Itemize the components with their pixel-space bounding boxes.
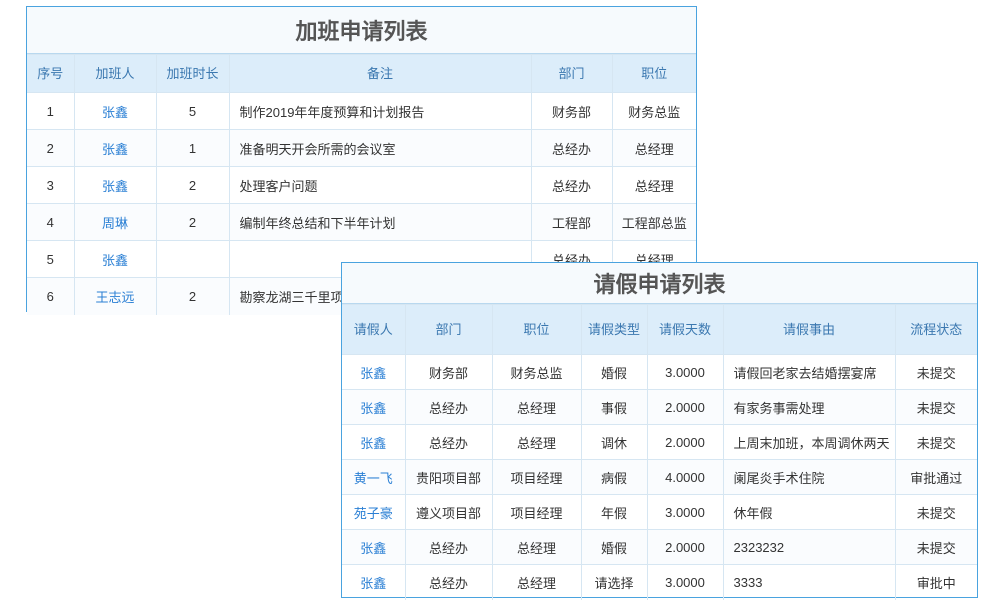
cell: 3.0000 xyxy=(646,354,724,390)
cell: 3.0000 xyxy=(646,494,724,530)
cell: 5 xyxy=(155,92,230,130)
cell: 财务总监 xyxy=(491,354,582,390)
person-link[interactable]: 张鑫 xyxy=(73,166,157,204)
cell: 3.0000 xyxy=(646,564,724,600)
person-link[interactable]: 周琳 xyxy=(73,203,157,241)
person-link[interactable]: 苑子豪 xyxy=(342,494,406,530)
cell: 总经理 xyxy=(491,564,582,600)
cell: 3 xyxy=(27,166,75,204)
cell: 准备明天开会所需的会议室 xyxy=(228,129,532,167)
column-header: 请假事由 xyxy=(722,304,896,355)
cell: 遵义项目部 xyxy=(404,494,493,530)
cell: 4.0000 xyxy=(646,459,724,495)
cell: 总经理 xyxy=(491,424,582,460)
cell: 总经办 xyxy=(404,389,493,425)
cell: 总经办 xyxy=(530,129,613,167)
cell: 编制年终总结和下半年计划 xyxy=(228,203,532,241)
cell: 审批中 xyxy=(894,564,977,600)
cell: 2 xyxy=(155,166,230,204)
column-header: 部门 xyxy=(404,304,493,355)
cell: 2 xyxy=(27,129,75,167)
column-header: 职位 xyxy=(611,54,696,93)
cell: 休年假 xyxy=(722,494,896,530)
cell: 5 xyxy=(27,240,75,278)
column-header: 请假人 xyxy=(342,304,406,355)
person-link[interactable]: 张鑫 xyxy=(73,240,157,278)
cell: 请选择 xyxy=(580,564,648,600)
column-header: 职位 xyxy=(491,304,582,355)
leave-panel: 请假申请列表 请假人 部门 职位 请假类型 请假天数 请假事由 流程状态 张鑫 财务部 财务总监婚… xyxy=(341,262,978,600)
cell: 贵阳项目部 xyxy=(404,459,493,495)
cell xyxy=(155,240,230,278)
person-link[interactable]: 张鑫 xyxy=(342,354,406,390)
cell: 未提交 xyxy=(894,424,977,460)
cell: 2.0000 xyxy=(646,529,724,565)
cell: 请假回老家去结婚摆宴席 xyxy=(722,354,896,390)
column-header: 部门 xyxy=(530,54,613,93)
cell: 有家务事需处理 xyxy=(722,389,896,425)
cell: 总经理 xyxy=(611,129,696,167)
cell: 未提交 xyxy=(894,494,977,530)
cell: 1 xyxy=(155,129,230,167)
cell: 上周末加班，本周调休两天 xyxy=(722,424,896,460)
cell: 财务部 xyxy=(404,354,493,390)
cell: 制作2019年年度预算和计划报告 xyxy=(228,92,532,130)
cell: 财务部 xyxy=(530,92,613,130)
column-header: 请假类型 xyxy=(580,304,648,355)
cell: 2.0000 xyxy=(646,389,724,425)
cell: 总经理 xyxy=(611,166,696,204)
cell: 婚假 xyxy=(580,529,648,565)
cell: 事假 xyxy=(580,389,648,425)
cell: 审批通过 xyxy=(894,459,977,495)
cell: 年假 xyxy=(580,494,648,530)
person-link[interactable]: 张鑫 xyxy=(342,424,406,460)
cell: 婚假 xyxy=(580,354,648,390)
cell: 4 xyxy=(27,203,75,241)
cell: 工程部 xyxy=(530,203,613,241)
cell: 2323232 xyxy=(722,529,896,565)
cell: 总经办 xyxy=(530,166,613,204)
column-header: 加班时长 xyxy=(155,54,230,93)
cell: 总经办 xyxy=(404,424,493,460)
person-link[interactable]: 张鑫 xyxy=(342,564,406,600)
cell: 2.0000 xyxy=(646,424,724,460)
cell: 3333 xyxy=(722,564,896,600)
cell: 未提交 xyxy=(894,389,977,425)
cell: 2 xyxy=(155,203,230,241)
cell: 调休 xyxy=(580,424,648,460)
column-header: 流程状态 xyxy=(894,304,977,355)
cell: 6 xyxy=(27,277,75,315)
cell: 工程部总监 xyxy=(611,203,696,241)
person-link[interactable]: 张鑫 xyxy=(342,529,406,565)
cell: 2 xyxy=(155,277,230,315)
cell: 病假 xyxy=(580,459,648,495)
cell: 总经办 xyxy=(404,529,493,565)
leave-title: 请假申请列表 xyxy=(342,263,977,304)
cell: 处理客户问题 xyxy=(228,166,532,204)
cell: 项目经理 xyxy=(491,459,582,495)
column-header: 加班人 xyxy=(73,54,157,93)
person-link[interactable]: 张鑫 xyxy=(342,389,406,425)
person-link[interactable]: 黄一飞 xyxy=(342,459,406,495)
column-header: 请假天数 xyxy=(646,304,724,355)
cell: 总经理 xyxy=(491,389,582,425)
column-header: 序号 xyxy=(27,54,75,93)
overtime-title: 加班申请列表 xyxy=(27,7,696,54)
cell: 财务总监 xyxy=(611,92,696,130)
cell: 未提交 xyxy=(894,529,977,565)
column-header: 备注 xyxy=(228,54,532,93)
cell: 项目经理 xyxy=(491,494,582,530)
cell: 1 xyxy=(27,92,75,130)
person-link[interactable]: 王志远 xyxy=(73,277,157,315)
cell: 未提交 xyxy=(894,354,977,390)
leave-table: 请假人 部门 职位 请假类型 请假天数 请假事由 流程状态 张鑫 财务部 财务总监 婚假 3.0000… xyxy=(342,304,977,600)
person-link[interactable]: 张鑫 xyxy=(73,129,157,167)
cell: 总经办 xyxy=(404,564,493,600)
cell: 总经理 xyxy=(491,529,582,565)
cell: 阑尾炎手术住院 xyxy=(722,459,896,495)
person-link[interactable]: 张鑫 xyxy=(73,92,157,130)
